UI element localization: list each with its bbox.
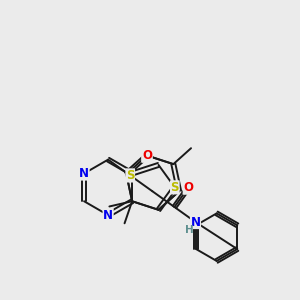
Text: N: N <box>190 215 200 229</box>
Text: N: N <box>79 167 89 180</box>
Text: S: S <box>171 181 179 194</box>
Text: S: S <box>126 169 134 182</box>
Text: O: O <box>183 181 193 194</box>
Text: H: H <box>185 225 194 235</box>
Text: N: N <box>142 149 152 162</box>
Text: O: O <box>142 149 152 162</box>
Text: N: N <box>103 208 113 222</box>
